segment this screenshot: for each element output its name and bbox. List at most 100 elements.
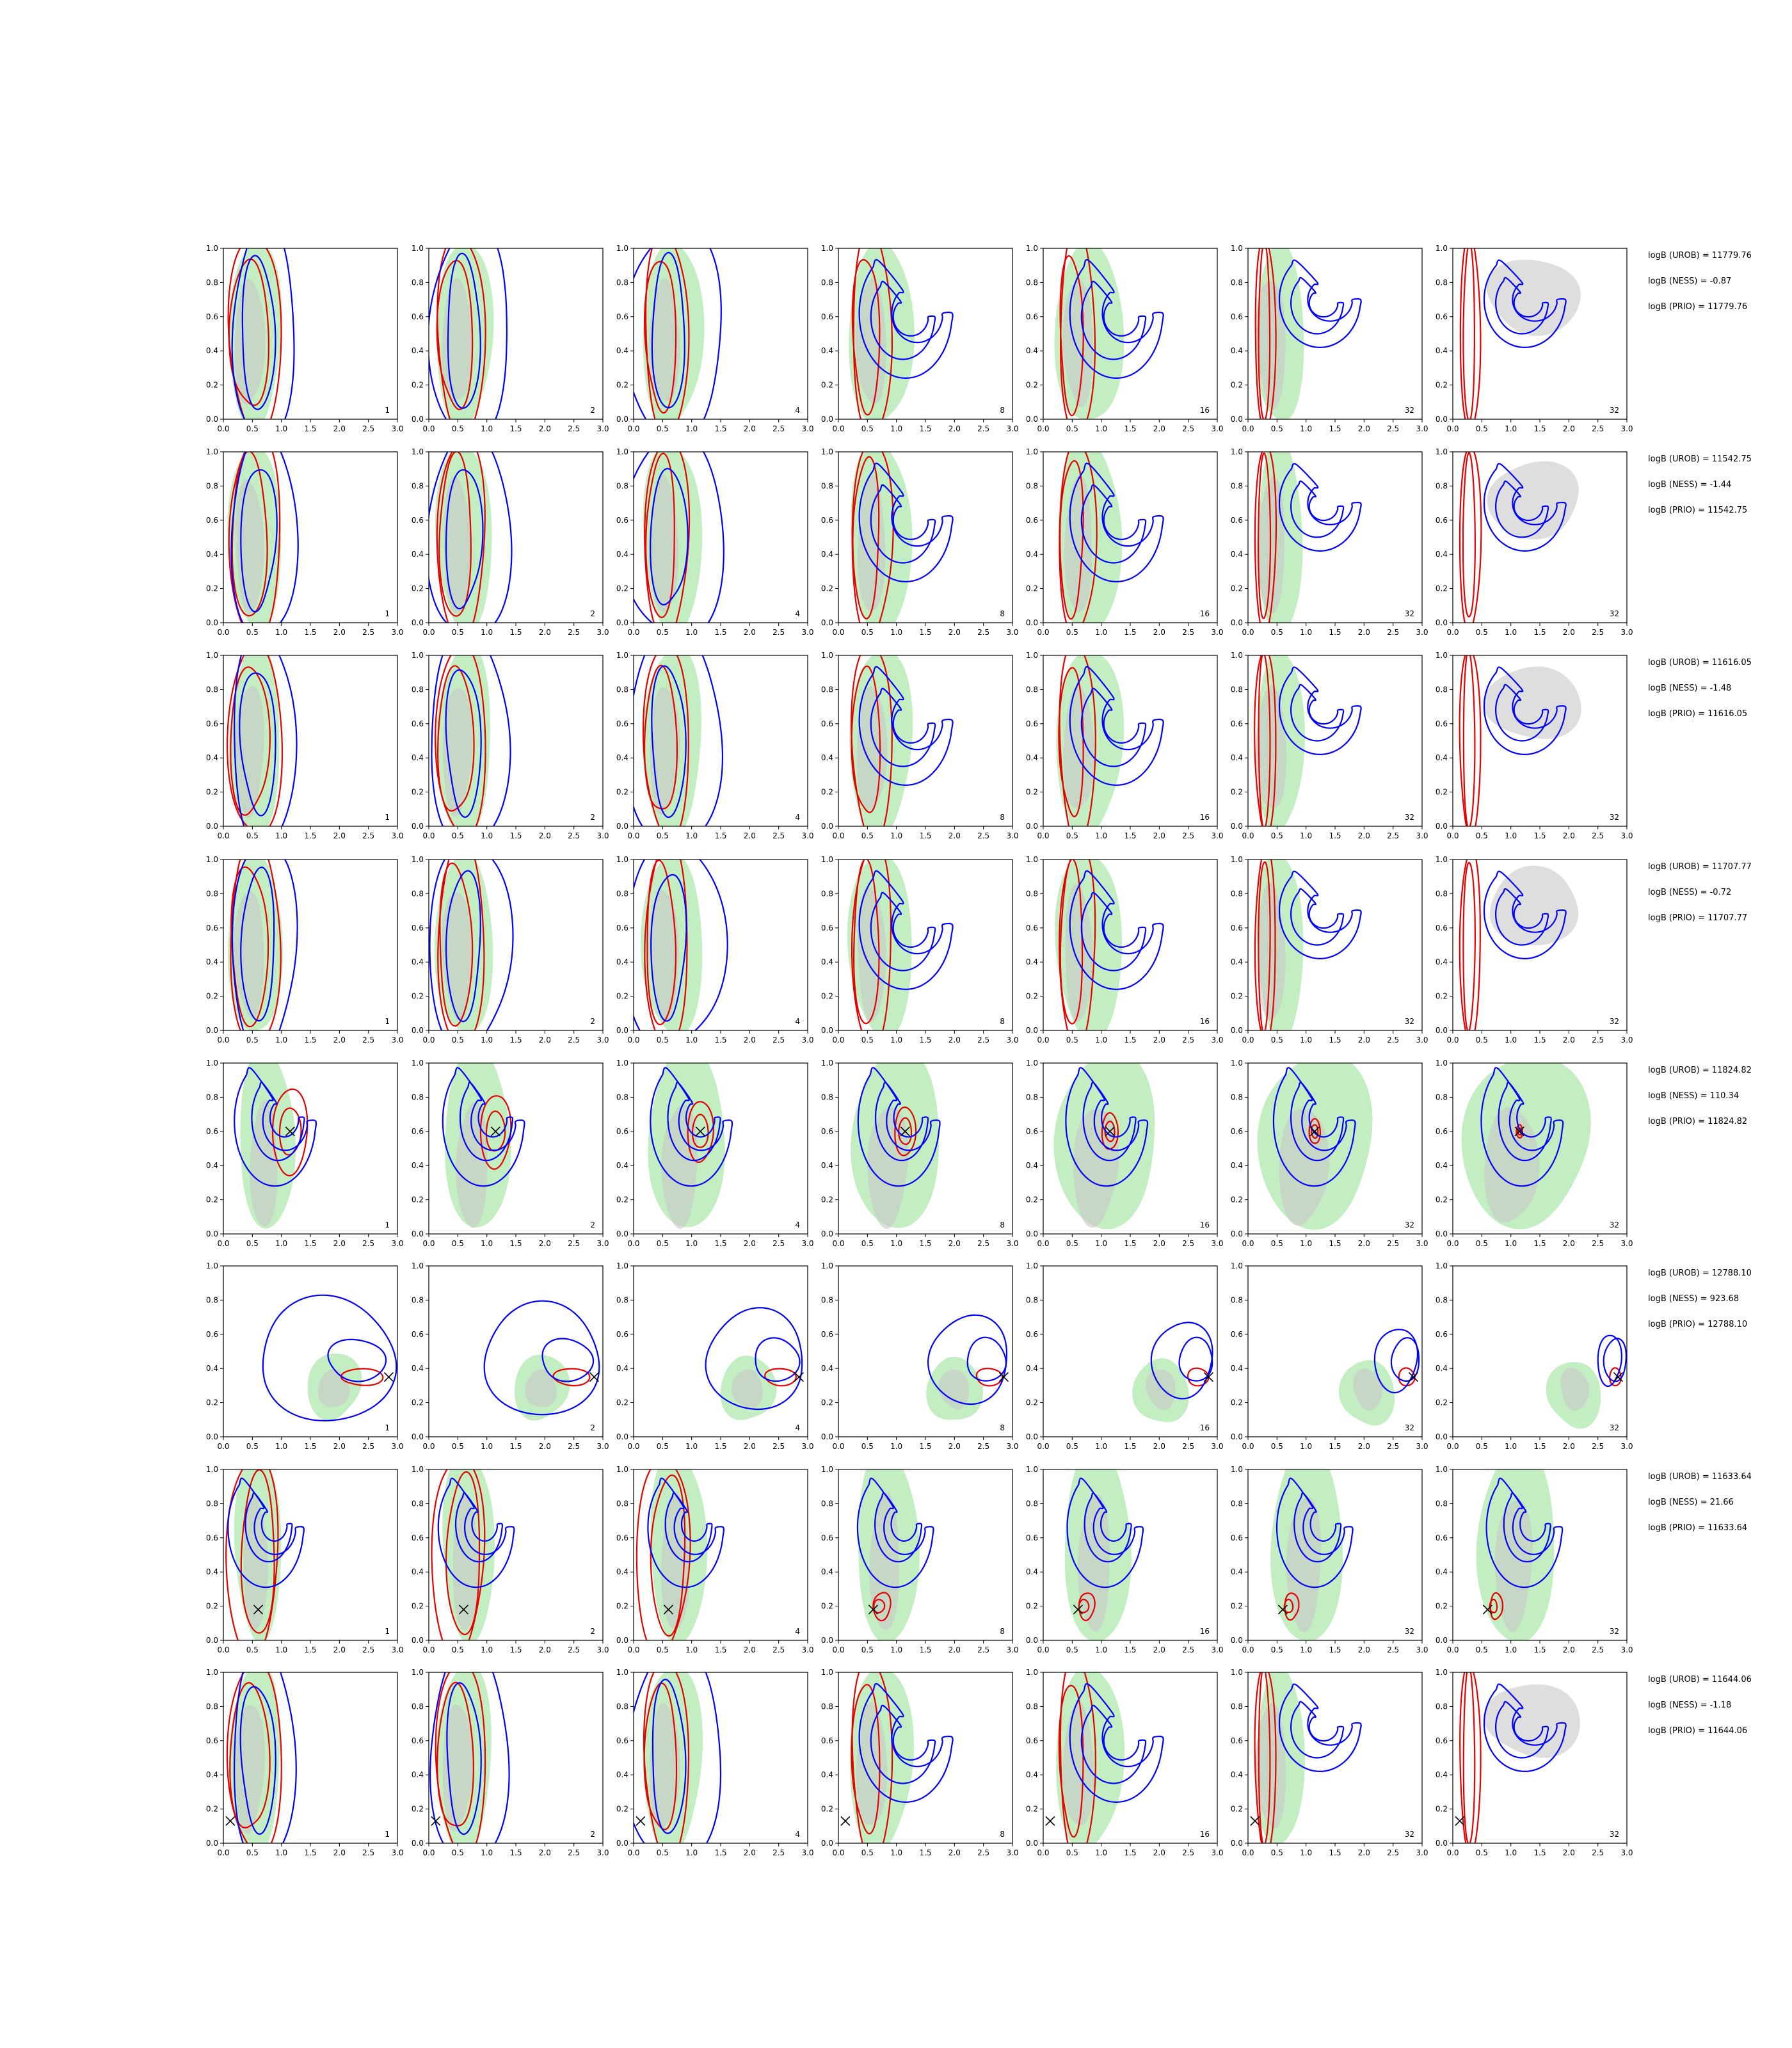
- y-tick-label: 0.4: [1026, 1567, 1038, 1576]
- x-tick-label: 2.5: [568, 831, 580, 840]
- y-tick-label: 0.6: [1231, 1736, 1243, 1745]
- y-tick-label: 0.0: [1436, 1636, 1448, 1645]
- y-tick-label: 0.2: [616, 1398, 628, 1407]
- contour-red: [644, 452, 675, 618]
- y-tick-label: 0.0: [616, 1432, 628, 1441]
- x-tick-label: 3.0: [1006, 424, 1018, 433]
- x-tick-label: 1.0: [481, 1848, 493, 1857]
- y-tick-label: 0.6: [206, 719, 218, 728]
- contour-blue: [652, 1678, 687, 1834]
- x-tick-label: 1.0: [275, 1848, 287, 1857]
- contour-blue: [650, 1067, 733, 1187]
- contour-red: [1258, 1672, 1271, 1843]
- y-tick-label: 0.8: [1436, 481, 1448, 490]
- x-tick-label: 2.5: [1387, 1442, 1399, 1451]
- x-tick-label: 3.0: [1006, 1036, 1018, 1044]
- logb-prio-annotation: logB (PRIO) = 11616.05: [1648, 709, 1748, 719]
- x-tick-label: 3.0: [1006, 1848, 1018, 1857]
- subplot-r8-c7: 0.0 0.5 1.0 1.5 2.0 2.5 3.0 0.0 0.2 0.4 0.6 0.8 1.0 3…: [1436, 1668, 1633, 1857]
- y-tick-label: 0.6: [1026, 1330, 1038, 1339]
- contour-blue: [1082, 1082, 1137, 1162]
- contour-red: [851, 860, 892, 1030]
- contour-blue: [1069, 1683, 1164, 1804]
- x-tick-label: 2.0: [1153, 831, 1165, 840]
- y-tick-label: 0.8: [1026, 1499, 1038, 1508]
- y-tick-label: 1.0: [1231, 651, 1243, 660]
- contour-blue: [927, 1314, 1008, 1405]
- logb-prio-annotation: logB (PRIO) = 11542.75: [1648, 506, 1748, 515]
- density-fill-gray: [444, 476, 472, 614]
- x-tick-label: 1.0: [1095, 1239, 1107, 1248]
- y-tick-label: 1.0: [1026, 651, 1038, 660]
- subplot-r1-c4: 0.0 0.5 1.0 1.5 2.0 2.5 3.0 0.0 0.2 0.4 0.6 0.8 1.0 8: [821, 244, 1019, 433]
- true-point-marker: [1105, 1126, 1115, 1137]
- density-fill-gray: [443, 1704, 474, 1832]
- contour-blue: [705, 1307, 803, 1411]
- x-tick-label: 2.5: [977, 1239, 989, 1248]
- y-tick-label: 0.8: [206, 889, 218, 898]
- iteration-label: 8: [1000, 813, 1005, 822]
- y-tick-label: 0.0: [821, 1839, 833, 1848]
- axes-frame: [223, 1265, 398, 1437]
- iteration-label: 8: [1000, 1017, 1005, 1026]
- x-tick-label: 1.0: [685, 1848, 698, 1857]
- x-tick-label: 2.5: [1182, 831, 1194, 840]
- x-tick-label: 1.5: [1124, 1848, 1136, 1857]
- y-tick-label: 0.0: [616, 822, 628, 831]
- logb-prio-annotation: logB (PRIO) = 11779.76: [1648, 302, 1748, 312]
- contour-red: [1101, 1112, 1119, 1150]
- y-tick-label: 0.6: [412, 1330, 424, 1339]
- y-tick-label: 0.6: [206, 312, 218, 321]
- y-tick-label: 1.0: [616, 651, 628, 660]
- logb-ness-annotation: logB (NESS) = -0.87: [1648, 276, 1732, 286]
- subplot-r2-c5: 0.0 0.5 1.0 1.5 2.0 2.5 3.0 0.0 0.2 0.4 0.6 0.8 1.0 1…: [1026, 447, 1224, 637]
- y-tick-label: 0.8: [206, 685, 218, 694]
- y-tick-label: 0.2: [1231, 1196, 1243, 1204]
- x-tick-label: 2.0: [1358, 1239, 1370, 1248]
- contour-red: [1254, 860, 1276, 1030]
- contour-blue: [240, 469, 278, 612]
- contour-blue: [966, 1336, 1007, 1382]
- y-tick-label: 0.6: [1026, 1127, 1038, 1136]
- x-tick-label: 1.0: [1300, 1645, 1312, 1654]
- x-tick-label: 2.5: [977, 1036, 989, 1044]
- y-tick-label: 0.4: [1436, 1161, 1448, 1170]
- x-tick-label: 2.5: [1592, 424, 1604, 433]
- x-tick-label: 0.0: [832, 628, 844, 637]
- y-tick-label: 0.2: [1436, 584, 1448, 593]
- x-tick-label: 3.0: [391, 831, 403, 840]
- y-tick-label: 0.6: [412, 1736, 424, 1745]
- y-tick-label: 0.4: [821, 1770, 833, 1779]
- y-tick-label: 1.0: [1436, 651, 1448, 660]
- y-tick-label: 0.4: [206, 1770, 218, 1779]
- x-tick-label: 1.5: [919, 1239, 931, 1248]
- axes-frame: [633, 1265, 808, 1437]
- x-tick-label: 0.5: [1066, 628, 1078, 637]
- x-tick-label: 1.0: [890, 1239, 902, 1248]
- x-tick-label: 0.5: [861, 424, 874, 433]
- contour-red: [636, 1469, 691, 1640]
- y-tick-label: 0.8: [412, 481, 424, 490]
- y-tick-label: 1.0: [1231, 1059, 1243, 1068]
- y-tick-label: 1.0: [1231, 1261, 1243, 1270]
- x-tick-label: 1.0: [1095, 831, 1107, 840]
- y-tick-label: 0.2: [1026, 992, 1038, 1001]
- contour-red: [1187, 1367, 1210, 1387]
- x-tick-label: 1.0: [890, 1848, 902, 1857]
- x-tick-label: 0.0: [1242, 831, 1254, 840]
- contour-blue: [1603, 1338, 1627, 1382]
- x-tick-label: 0.0: [217, 1645, 229, 1654]
- x-tick-label: 1.5: [304, 1848, 316, 1857]
- y-tick-label: 0.4: [1436, 753, 1448, 762]
- x-tick-label: 0.0: [832, 831, 844, 840]
- y-tick-label: 0.2: [616, 1196, 628, 1204]
- x-tick-label: 0.0: [1242, 1239, 1254, 1248]
- x-tick-label: 2.0: [1358, 831, 1370, 840]
- contour-blue: [234, 655, 298, 826]
- iteration-label: 16: [1200, 1423, 1210, 1432]
- contour-blue: [445, 469, 484, 610]
- y-tick-label: 0.2: [412, 992, 424, 1001]
- y-tick-label: 0.0: [821, 1229, 833, 1238]
- contour-red: [643, 1672, 690, 1843]
- x-tick-label: 0.0: [217, 1036, 229, 1044]
